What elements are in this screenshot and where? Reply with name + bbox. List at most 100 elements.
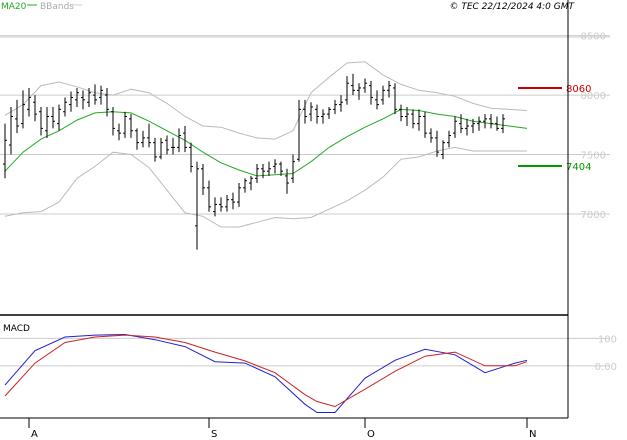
price-axis: 7000 7500 8000 8500	[581, 32, 606, 221]
price-bar	[105, 87, 109, 117]
price-bar	[273, 159, 277, 174]
price-bar	[165, 135, 169, 155]
price-bar	[309, 102, 313, 122]
price-bar	[375, 90, 379, 110]
bband-lower-line	[4, 146, 527, 228]
price-bar	[21, 90, 25, 129]
price-bar	[303, 99, 307, 124]
price-bar	[363, 78, 367, 93]
price-bar	[285, 168, 289, 194]
month-label: S	[211, 429, 217, 440]
macd-title: MACD	[3, 324, 30, 334]
price-bar	[327, 106, 331, 119]
price-bars-layer	[3, 73, 505, 250]
price-bar	[225, 194, 229, 212]
copyright-label: © TEC 22/12/2024 4:0 GMT	[449, 2, 575, 12]
price-bar	[123, 111, 127, 138]
bband-upper-line	[4, 61, 528, 140]
price-bar	[393, 83, 397, 115]
price-bar	[213, 197, 217, 217]
price-bar	[411, 109, 415, 129]
price-bar	[255, 164, 259, 184]
price-bar	[99, 85, 103, 105]
price-bar	[183, 126, 187, 153]
levels-layer: 8060 7404	[518, 84, 591, 173]
price-bar	[141, 130, 145, 148]
price-bar	[345, 76, 349, 105]
price-bar	[93, 84, 97, 105]
price-bar	[219, 197, 223, 212]
macd-tick-label: 100	[598, 334, 617, 345]
panel-frame	[0, 0, 569, 419]
bbands-layer	[4, 61, 528, 228]
legend: MA20 BBands	[1, 2, 82, 12]
price-bar	[291, 154, 295, 184]
macd-tick-label: 0.00	[595, 362, 617, 373]
price-tick-label: 8000	[581, 91, 606, 102]
price-bar	[447, 130, 451, 148]
price-bar	[387, 80, 391, 98]
time-axis: ASOND	[28, 418, 536, 440]
price-bar	[315, 104, 319, 124]
price-bar	[111, 106, 115, 136]
price-bar	[489, 114, 493, 129]
price-bar	[483, 114, 487, 129]
ma20-line	[4, 108, 528, 177]
legend-ma20: MA20	[1, 2, 27, 12]
grid	[0, 35, 610, 367]
price-bar	[495, 116, 499, 131]
price-bar	[279, 161, 283, 176]
price-bar	[441, 140, 445, 160]
legend-bbands: BBands	[40, 2, 74, 12]
price-bar	[75, 87, 79, 107]
price-bar	[87, 87, 91, 107]
price-bar	[159, 137, 163, 160]
price-bar	[339, 95, 343, 112]
price-bar	[51, 106, 55, 129]
price-bar	[135, 128, 139, 150]
price-tick-label: 7500	[581, 151, 606, 162]
price-bar	[357, 83, 361, 100]
price-bar	[423, 111, 427, 138]
price-bar	[243, 178, 247, 193]
price-bar	[351, 73, 355, 96]
price-bar	[207, 180, 211, 212]
price-bar	[501, 114, 505, 134]
price-bar	[171, 137, 175, 155]
price-bar	[471, 118, 475, 134]
price-bar	[231, 192, 235, 210]
price-bar	[381, 85, 385, 105]
price-bar	[9, 106, 13, 155]
price-bar	[333, 99, 337, 115]
price-bar	[417, 109, 421, 131]
month-label: A	[31, 429, 38, 440]
price-bar	[81, 90, 85, 110]
price-bar	[27, 87, 31, 117]
price-bar	[429, 128, 433, 143]
price-bar	[477, 116, 481, 131]
price-bar	[261, 164, 265, 179]
price-bar	[399, 104, 403, 122]
price-bar	[297, 99, 301, 162]
macd-axis: 0.00 100	[595, 334, 617, 372]
ma20-layer	[4, 108, 528, 177]
price-bar	[435, 130, 439, 157]
price-bar	[321, 109, 325, 124]
macd-layer	[4, 333, 528, 413]
level-label-8060: 8060	[566, 84, 591, 95]
price-bar	[189, 142, 193, 173]
month-label: O	[367, 429, 375, 440]
price-bar	[453, 116, 457, 138]
price-tick-label: 7000	[581, 210, 606, 221]
price-bar	[39, 106, 43, 136]
price-bar	[147, 123, 151, 148]
price-bar	[459, 114, 463, 134]
level-label-7404: 7404	[566, 162, 591, 173]
price-bar	[3, 123, 7, 179]
price-bar	[129, 114, 133, 138]
price-bar	[369, 80, 373, 105]
price-bar	[201, 164, 205, 195]
price-bar	[15, 99, 19, 134]
macd-series-signal	[4, 334, 528, 408]
